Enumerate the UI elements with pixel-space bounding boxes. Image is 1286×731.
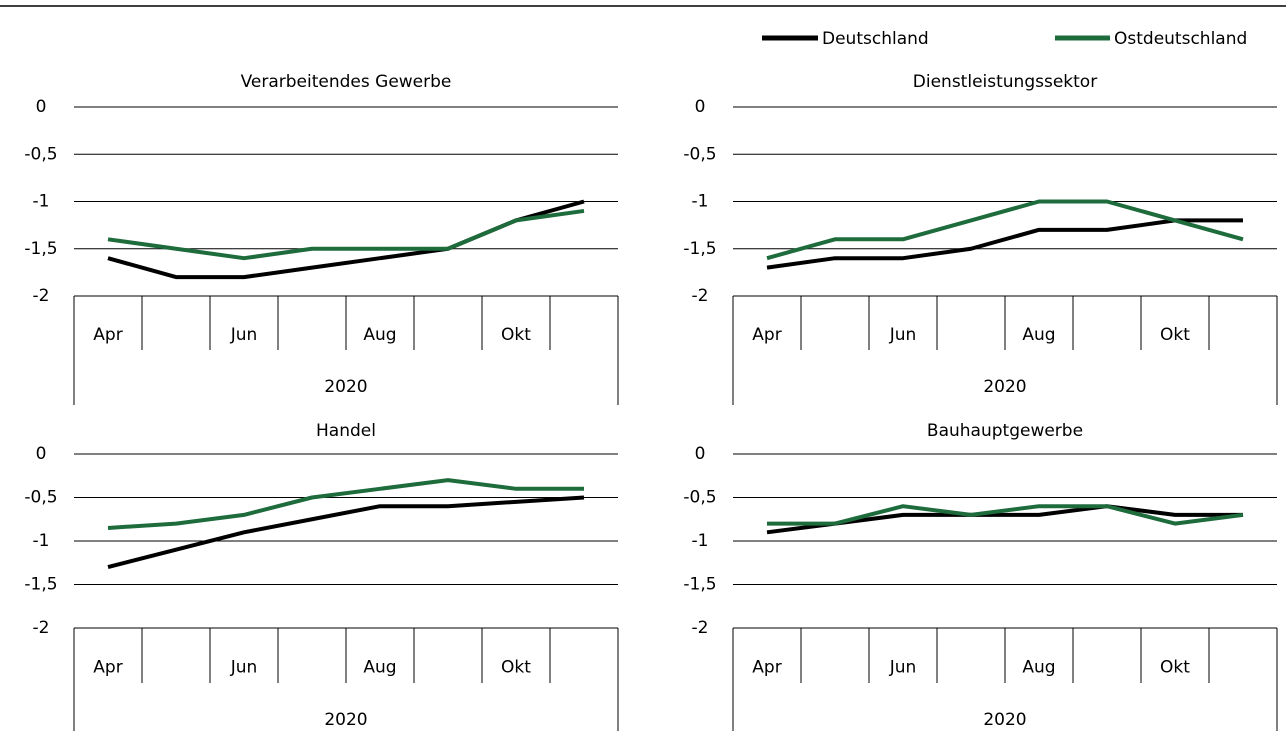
y-tick-label: -1 xyxy=(33,531,50,551)
y-tick-label: -0,5 xyxy=(683,144,716,164)
y-tick-label: -0,5 xyxy=(24,144,57,164)
category-group-label: 2020 xyxy=(324,377,367,397)
category-group-label: 2020 xyxy=(983,710,1026,730)
y-tick-label: 0 xyxy=(36,97,47,117)
series-line xyxy=(107,208,585,261)
panel-title: Handel xyxy=(316,421,376,441)
x-tick-label: Aug xyxy=(363,658,396,678)
y-tick-label: -2 xyxy=(692,286,709,306)
panel-title: Dienstleistungssektor xyxy=(913,72,1097,92)
y-tick-label: -1,5 xyxy=(24,239,57,259)
x-tick-label: Jun xyxy=(230,325,258,345)
y-tick-label: -1,5 xyxy=(24,575,57,595)
x-tick-label: Aug xyxy=(363,325,396,345)
legend-label: Deutschland xyxy=(822,29,929,49)
x-tick-label: Okt xyxy=(1160,658,1190,678)
y-tick-label: 0 xyxy=(695,97,706,117)
series-line xyxy=(107,478,584,530)
panel-title: Verarbeitendes Gewerbe xyxy=(241,72,452,92)
series-line xyxy=(767,504,1244,526)
x-tick-label: Jun xyxy=(889,658,917,678)
y-tick-label: -1 xyxy=(33,192,50,212)
x-tick-label: Apr xyxy=(752,325,781,345)
x-tick-label: Apr xyxy=(752,658,781,678)
x-tick-label: Aug xyxy=(1022,658,1055,678)
series-line xyxy=(107,199,585,280)
y-tick-label: -2 xyxy=(33,286,50,306)
x-tick-label: Apr xyxy=(93,658,122,678)
x-tick-label: Okt xyxy=(501,658,531,678)
category-group-label: 2020 xyxy=(983,377,1026,397)
x-tick-label: Apr xyxy=(93,325,122,345)
y-tick-label: -1,5 xyxy=(683,575,716,595)
y-tick-label: -2 xyxy=(692,618,709,638)
y-tick-label: -1 xyxy=(692,531,709,551)
y-tick-label: -1,5 xyxy=(683,239,716,259)
y-tick-label: -1 xyxy=(692,192,709,212)
x-tick-label: Okt xyxy=(501,325,531,345)
y-tick-label: -2 xyxy=(33,618,50,638)
series-line xyxy=(766,199,1244,261)
series-line xyxy=(107,495,585,570)
category-group-label: 2020 xyxy=(324,710,367,730)
x-tick-label: Okt xyxy=(1160,325,1190,345)
series-line xyxy=(766,218,1243,270)
x-tick-label: Jun xyxy=(889,325,917,345)
y-tick-label: 0 xyxy=(36,444,47,464)
panel-title: Bauhauptgewerbe xyxy=(927,421,1083,441)
y-tick-label: -0,5 xyxy=(683,488,716,508)
x-tick-label: Jun xyxy=(230,658,258,678)
y-tick-label: 0 xyxy=(695,444,706,464)
y-tick-label: -0,5 xyxy=(24,488,57,508)
x-tick-label: Aug xyxy=(1022,325,1055,345)
legend-label: Ostdeutschland xyxy=(1114,29,1247,49)
